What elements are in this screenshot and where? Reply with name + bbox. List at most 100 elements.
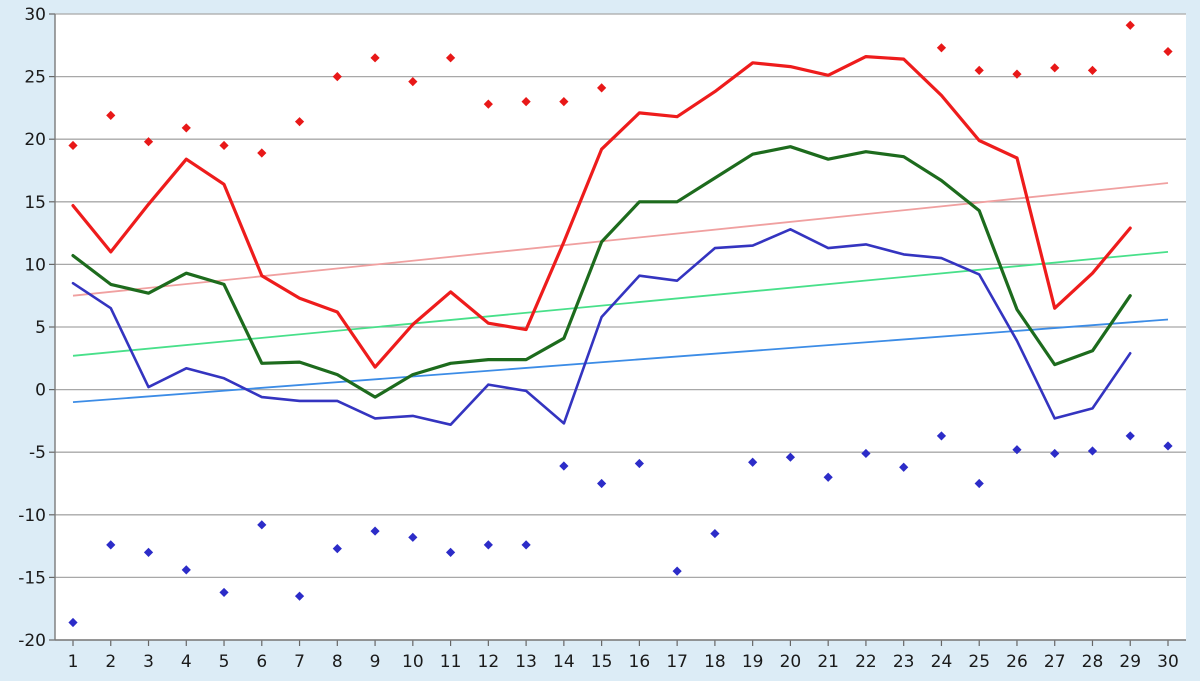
data-series (68, 20, 1173, 628)
min-extreme-point (219, 587, 229, 598)
min-extreme-point (634, 458, 644, 469)
max-extreme-point (597, 83, 607, 93)
min-extreme-point (521, 540, 531, 550)
max-extreme-point (483, 99, 493, 109)
min-extreme-point (1012, 445, 1022, 455)
x-tick-label: 7 (294, 652, 305, 672)
mean-trend-line (72, 250, 1169, 357)
max-temperature-line (71, 54, 1132, 369)
max-extreme-point (559, 97, 569, 107)
y-tick-label: 5 (35, 318, 46, 338)
min-extreme-point (1163, 441, 1173, 451)
x-tick-label: 15 (591, 652, 613, 672)
y-tick-label: -5 (29, 443, 46, 463)
y-tick-label: 30 (24, 5, 46, 25)
x-tick-label: 17 (666, 652, 688, 672)
x-tick-label: 16 (629, 652, 651, 672)
max-extreme-point (1125, 20, 1135, 30)
x-tick-label: 3 (143, 652, 154, 672)
min-extreme-point (936, 431, 947, 441)
max-extreme-point (1012, 69, 1022, 79)
min-extreme-point (823, 472, 833, 482)
min-extreme-point (1050, 448, 1060, 459)
min-extreme-point (294, 591, 305, 601)
x-tick-label: 26 (1006, 652, 1028, 672)
max-extreme-point (445, 53, 456, 63)
min-extreme-point (974, 478, 984, 489)
min-extreme-point (597, 478, 607, 489)
max-extreme-point (106, 110, 116, 121)
max-extreme-point (181, 123, 191, 133)
max-trend-line (72, 182, 1169, 297)
x-tick-label: 13 (515, 652, 537, 672)
x-tick-label: 19 (742, 652, 764, 672)
min-extreme-point (143, 547, 154, 557)
max-extreme-point (1087, 65, 1098, 75)
y-tick-label: -15 (18, 568, 46, 588)
min-extreme-point (785, 452, 796, 462)
x-tick-label: 9 (370, 652, 381, 672)
min-temperature-line (71, 228, 1132, 427)
min-extreme-point (68, 617, 78, 628)
max-extreme-point (143, 137, 154, 147)
max-extreme-point (68, 140, 78, 151)
axes (54, 14, 1186, 641)
x-tick-label: 28 (1082, 652, 1104, 672)
x-tick-label: 10 (402, 652, 424, 672)
x-tick-label: 1 (68, 652, 79, 672)
mean-temperature-line (71, 145, 1132, 399)
min-extreme-point (332, 544, 342, 554)
x-tick-label: 12 (478, 652, 500, 672)
x-tick-label: 21 (817, 652, 839, 672)
max-extreme-point (332, 72, 342, 82)
min-extreme-point (483, 540, 493, 550)
min-trend-line (72, 318, 1169, 404)
min-extreme-point (181, 565, 191, 575)
min-extreme-point (861, 448, 871, 459)
max-extreme-point (294, 117, 305, 127)
min-extreme-point (408, 532, 418, 542)
max-extreme-point (408, 77, 418, 87)
min-extreme-point (899, 462, 909, 472)
y-tick-label: 10 (24, 255, 46, 275)
y-tick-label: 15 (24, 193, 46, 213)
y-tick-label: -20 (18, 631, 46, 651)
x-tick-label: 11 (440, 652, 462, 672)
min-extreme-point (748, 457, 758, 467)
x-tick-label: 29 (1119, 652, 1141, 672)
max-extreme-point (974, 65, 984, 75)
min-extreme-point (1125, 431, 1135, 441)
x-tick-label: 8 (332, 652, 343, 672)
x-tick-label: 30 (1157, 652, 1179, 672)
x-tick-label: 2 (105, 652, 116, 672)
max-extreme-point (521, 97, 531, 107)
x-tick-label: 4 (181, 652, 192, 672)
y-tick-label: 0 (35, 381, 46, 401)
max-extreme-point (370, 53, 380, 63)
x-tick-label: 6 (256, 652, 267, 672)
y-tick-label: 25 (24, 68, 46, 88)
min-extreme-point (559, 461, 569, 471)
max-extreme-point (936, 43, 947, 53)
y-tick-label: -10 (18, 506, 46, 526)
max-extreme-point (257, 148, 267, 158)
x-axis-tick-labels: 1 2 3 4 5 6 7 8 9 10 11 12 13 14 15 16 17 18 19 20 21 22 23 24 2… (68, 640, 1179, 672)
x-tick-label: 22 (855, 652, 877, 672)
max-extreme-point (1163, 46, 1173, 57)
min-extreme-point (1087, 446, 1098, 456)
max-extreme-point (219, 140, 229, 151)
max-extreme-point (1050, 63, 1060, 73)
x-tick-label: 20 (780, 652, 802, 672)
y-axis-tick-labels: 30 25 20 15 10 5 0 -5 -10 -15 -20 (18, 5, 55, 651)
y-tick-label: 20 (24, 130, 46, 150)
min-extreme-point (257, 520, 267, 530)
x-tick-label: 25 (968, 652, 990, 672)
x-tick-label: 24 (931, 652, 953, 672)
min-extreme-point (445, 547, 456, 557)
x-tick-label: 23 (893, 652, 915, 672)
min-extreme-point (710, 528, 720, 539)
x-tick-label: 27 (1044, 652, 1066, 672)
min-extreme-point (370, 526, 380, 536)
x-tick-label: 18 (704, 652, 726, 672)
